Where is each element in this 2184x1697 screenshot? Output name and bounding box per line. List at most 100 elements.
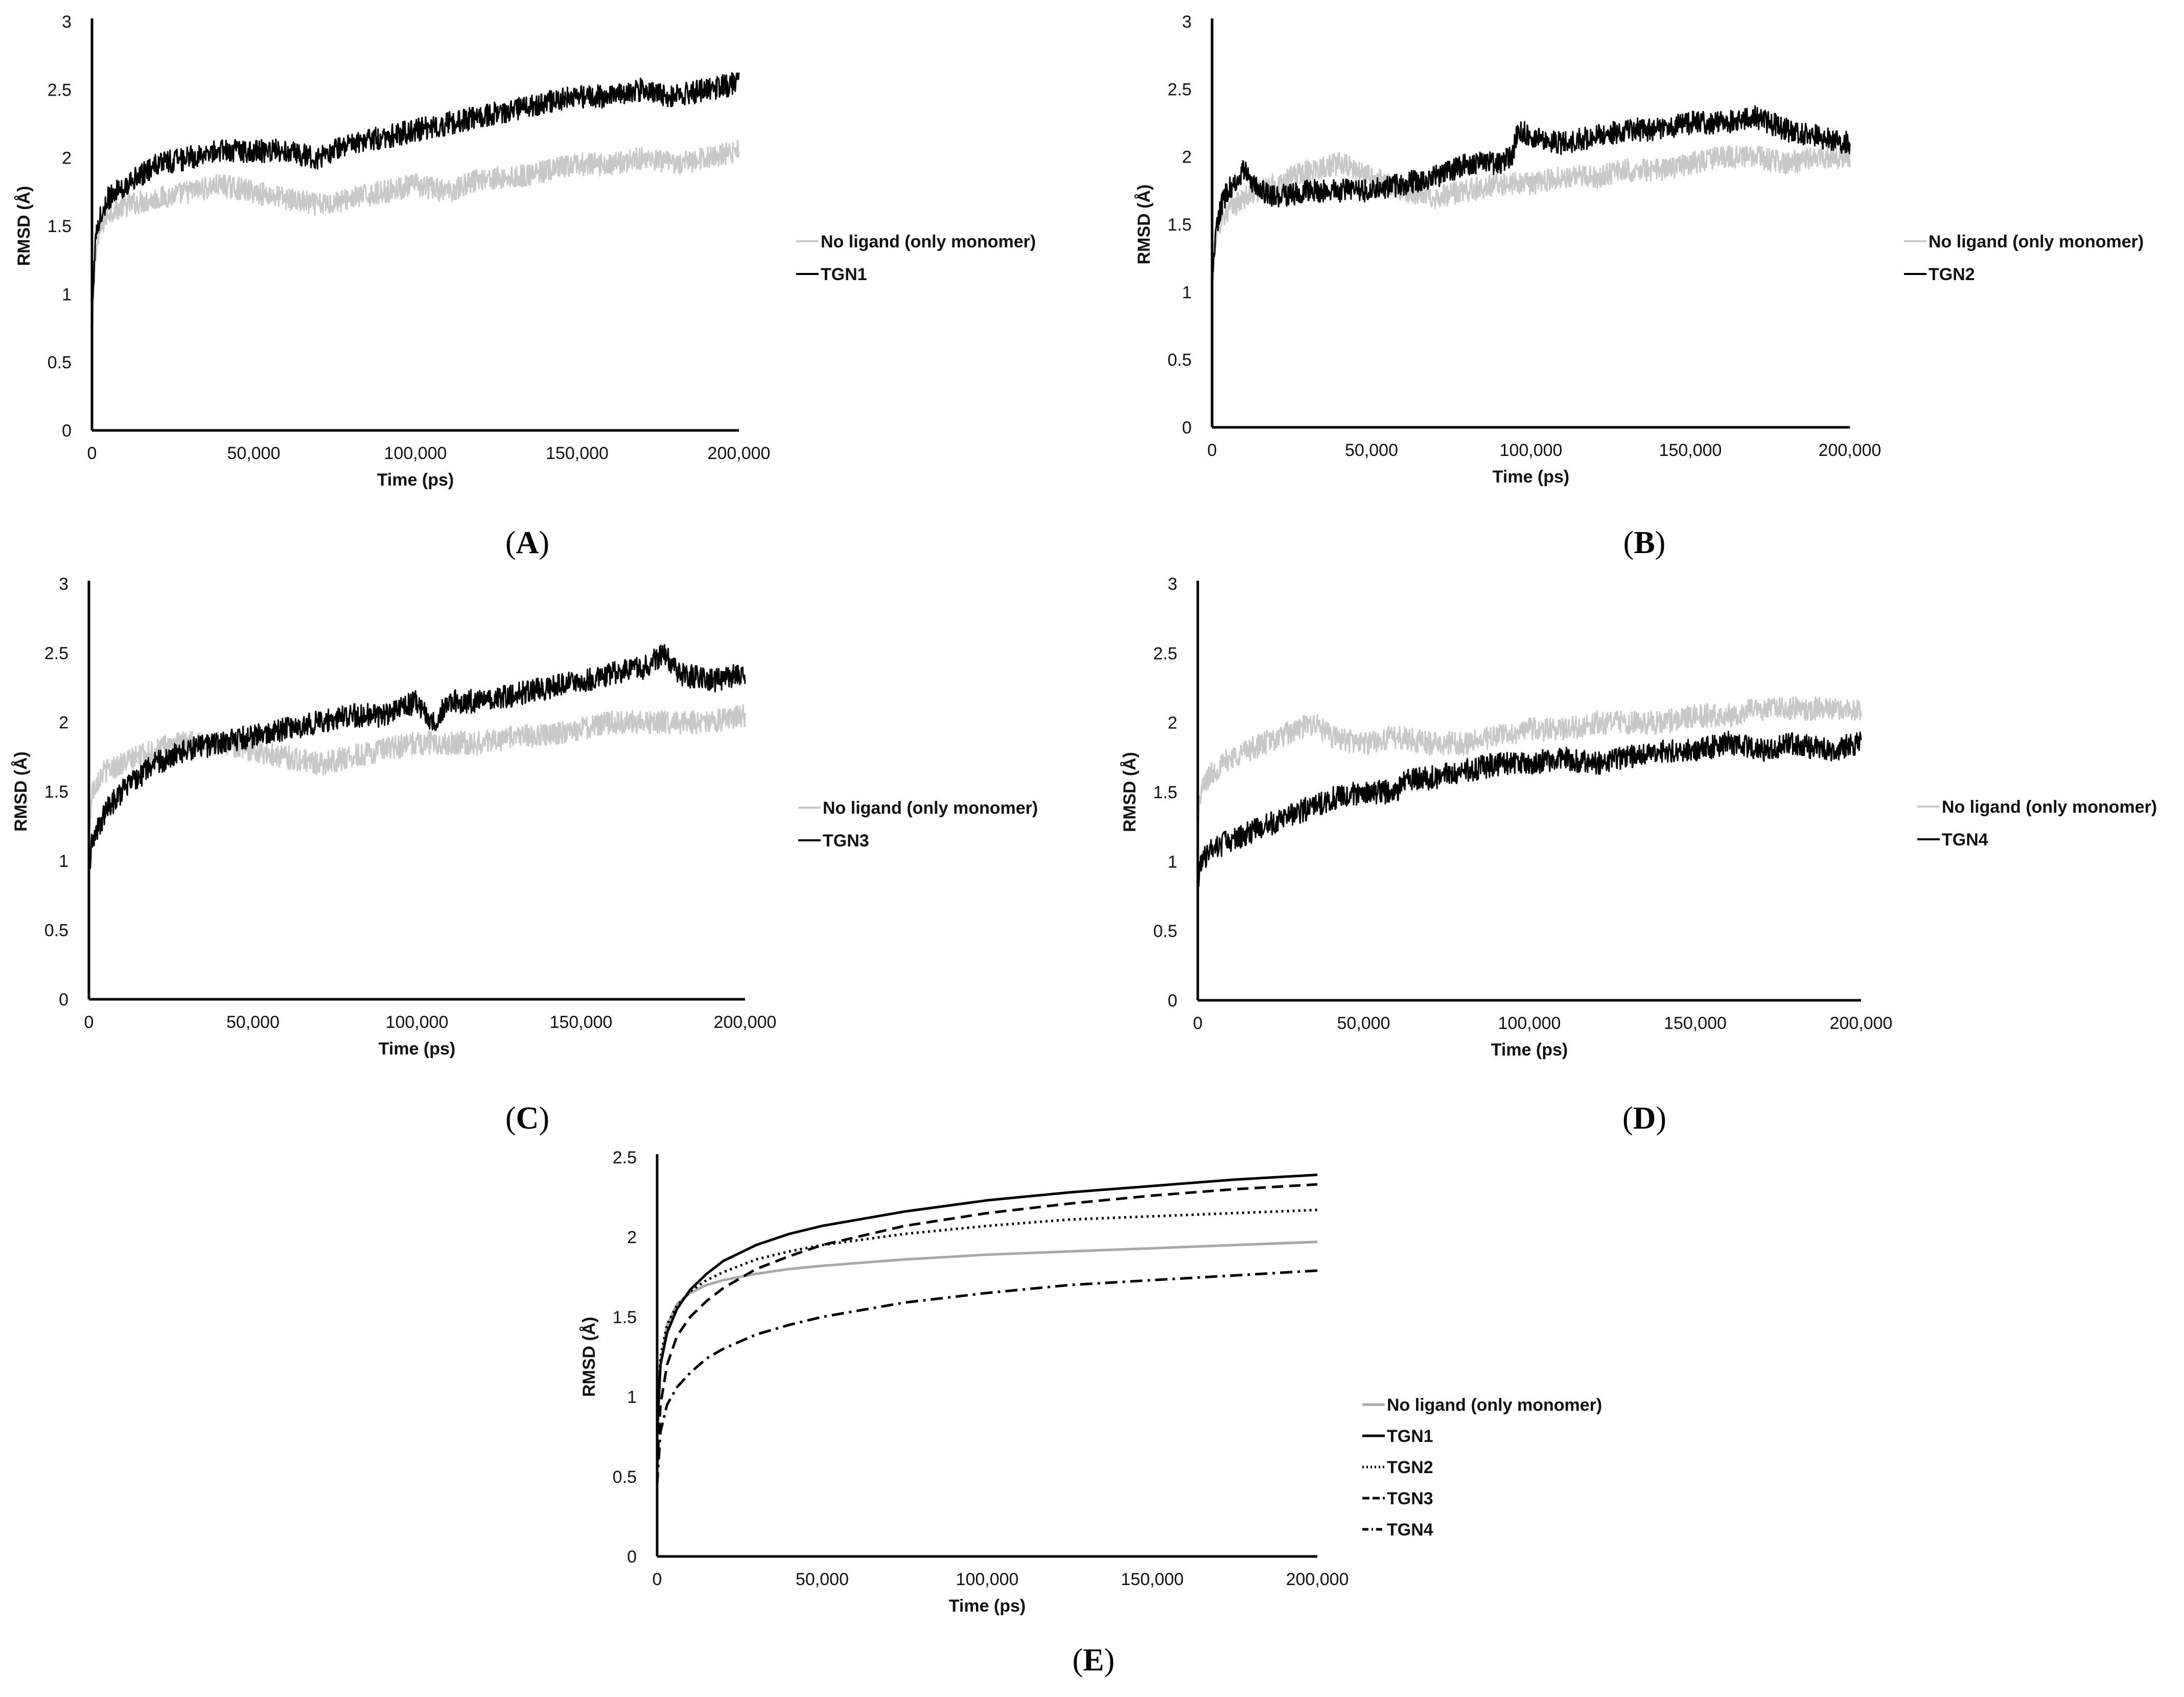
y-tick-label: 0 — [627, 1547, 637, 1567]
y-tick-label: 1.5 — [1153, 783, 1177, 802]
legend-label: No ligand (only monomer) — [821, 232, 1036, 251]
legend-label: No ligand (only monomer) — [1387, 1395, 1602, 1415]
x-tick-label: 100,000 — [956, 1570, 1019, 1589]
legend-label: TGN2 — [1929, 265, 1975, 284]
x-tick-label: 200,000 — [714, 1013, 777, 1032]
series-line-tgn3 — [88, 644, 746, 886]
y-tick-label: 0 — [1168, 991, 1177, 1011]
x-axis-label: Time (ps) — [377, 470, 454, 490]
series-line-no-ligand-only-monomer — [91, 140, 740, 346]
x-tick-label: 100,000 — [1500, 441, 1563, 460]
series-line-tgn4 — [656, 1269, 1318, 1485]
y-tick-label: 3 — [59, 575, 68, 594]
series-line-no-ligand-only-monomer — [656, 1241, 1318, 1445]
x-tick-label: 200,000 — [1819, 441, 1881, 460]
chart-panel-d: 0 0.5 1 1.5 2 2.5 3 0 50,000 100,000 150,000 200,00… — [1120, 575, 2157, 1136]
y-tick-label: 0 — [62, 421, 72, 441]
x-tick-label: 200,000 — [1830, 1014, 1893, 1033]
x-tick-label: 150,000 — [1121, 1570, 1184, 1589]
legend-label: No ligand (only monomer) — [1929, 232, 2144, 251]
legend-label: TGN1 — [821, 265, 867, 284]
y-tick-label: 1.5 — [48, 217, 72, 236]
legend-label: TGN2 — [1387, 1458, 1433, 1477]
x-tick-label: 50,000 — [1337, 1014, 1390, 1033]
y-axis-label: RMSD (Å) — [14, 186, 34, 266]
legend-label: TGN1 — [1387, 1427, 1433, 1446]
panel-label: (C) — [505, 1101, 549, 1136]
y-tick-label: 1 — [627, 1388, 637, 1407]
legend: No ligand (only monomer) TGN4 — [1917, 797, 2157, 850]
x-tick-label: 50,000 — [796, 1570, 849, 1589]
y-tick-label: 1.5 — [44, 783, 68, 802]
y-axis-label: RMSD (Å) — [11, 751, 31, 832]
legend: No ligand (only monomer) TGN2 — [1904, 232, 2144, 284]
legend-label: No ligand (only monomer) — [823, 798, 1038, 818]
series-line-no-ligand-only-monomer — [1197, 696, 1862, 828]
panel-label: (E) — [1073, 1643, 1115, 1678]
x-tick-label: 200,000 — [708, 444, 771, 463]
y-tick-label: 0 — [1182, 418, 1192, 438]
x-tick-label: 0 — [1207, 441, 1217, 460]
series-line-tgn1 — [656, 1173, 1318, 1429]
legend-label: TGN3 — [1387, 1489, 1433, 1508]
x-tick-label: 100,000 — [384, 444, 447, 463]
legend: No ligand (only monomer) TGN3 — [798, 798, 1038, 851]
x-tick-label: 150,000 — [1664, 1014, 1727, 1033]
y-tick-label: 2 — [1168, 714, 1177, 733]
x-axis-label: Time (ps) — [1491, 1040, 1568, 1060]
y-tick-label: 0.5 — [613, 1467, 637, 1487]
y-tick-label: 1 — [1182, 283, 1192, 302]
series-line-tgn4 — [1197, 730, 1862, 901]
series-line-tgn3 — [656, 1183, 1318, 1469]
y-tick-label: 3 — [1182, 12, 1192, 32]
y-tick-label: 2 — [1182, 148, 1192, 167]
x-axis-label: Time (ps) — [379, 1039, 456, 1059]
x-tick-label: 0 — [1193, 1014, 1203, 1033]
y-axis-label: RMSD (Å) — [1134, 185, 1154, 265]
chart-panel-c: 0 0.5 1 1.5 2 2.5 3 0 50,000 100,000 150,000 200,00… — [11, 575, 1038, 1136]
chart-panel-e: 0 0.5 1 1.5 2 2.5 0 50,000 100,000 150,000 200,000… — [579, 1148, 1602, 1678]
y-tick-label: 2 — [59, 713, 68, 732]
legend: No ligand (only monomer) TGN1 TGN2 TGN3 TGN4 — [1362, 1395, 1602, 1540]
y-tick-label: 3 — [1168, 575, 1177, 594]
y-tick-label: 0.5 — [48, 353, 72, 373]
y-tick-label: 0.5 — [44, 921, 68, 941]
y-tick-label: 1 — [62, 285, 72, 304]
legend-label: TGN4 — [1387, 1520, 1433, 1540]
y-tick-label: 0.5 — [1168, 351, 1192, 370]
y-tick-label: 2.5 — [613, 1148, 637, 1167]
x-axis-label: Time (ps) — [949, 1596, 1026, 1616]
x-tick-label: 0 — [87, 444, 97, 463]
legend-label: TGN3 — [823, 831, 869, 851]
y-tick-label: 2.5 — [44, 644, 68, 663]
x-axis-label: Time (ps) — [1493, 467, 1570, 487]
y-tick-label: 2.5 — [1168, 80, 1192, 99]
x-tick-label: 150,000 — [550, 1013, 613, 1032]
series-line-tgn2 — [656, 1208, 1318, 1429]
chart-panel-a: 0 0.5 1 1.5 2 2.5 3 0 50,000 100,000 150,000 200,00… — [14, 12, 1036, 560]
x-tick-label: 100,000 — [1498, 1014, 1561, 1033]
x-tick-label: 100,000 — [386, 1013, 449, 1032]
x-tick-label: 200,000 — [1286, 1570, 1349, 1589]
series-line-tgn2 — [1211, 105, 1851, 281]
panel-label: (D) — [1622, 1101, 1666, 1136]
x-tick-label: 150,000 — [546, 444, 609, 463]
x-tick-label: 50,000 — [226, 1013, 280, 1032]
series-line-no-ligand-only-monomer — [1211, 144, 1851, 289]
y-tick-label: 1.5 — [613, 1308, 637, 1327]
panel-label: (A) — [505, 525, 549, 560]
series-line-tgn1 — [91, 72, 740, 304]
y-tick-label: 2.5 — [1153, 644, 1177, 663]
x-tick-label: 50,000 — [227, 444, 281, 463]
legend-label: No ligand (only monomer) — [1942, 797, 2157, 817]
x-tick-label: 50,000 — [1345, 441, 1398, 460]
legend: No ligand (only monomer) TGN1 — [796, 232, 1036, 284]
y-tick-label: 2 — [62, 149, 72, 168]
x-tick-label: 150,000 — [1659, 441, 1722, 460]
x-tick-label: 0 — [84, 1013, 94, 1032]
y-tick-label: 1.5 — [1168, 215, 1192, 235]
y-tick-label: 1 — [1168, 852, 1177, 872]
y-tick-label: 3 — [62, 12, 72, 32]
y-tick-label: 1 — [59, 852, 68, 871]
